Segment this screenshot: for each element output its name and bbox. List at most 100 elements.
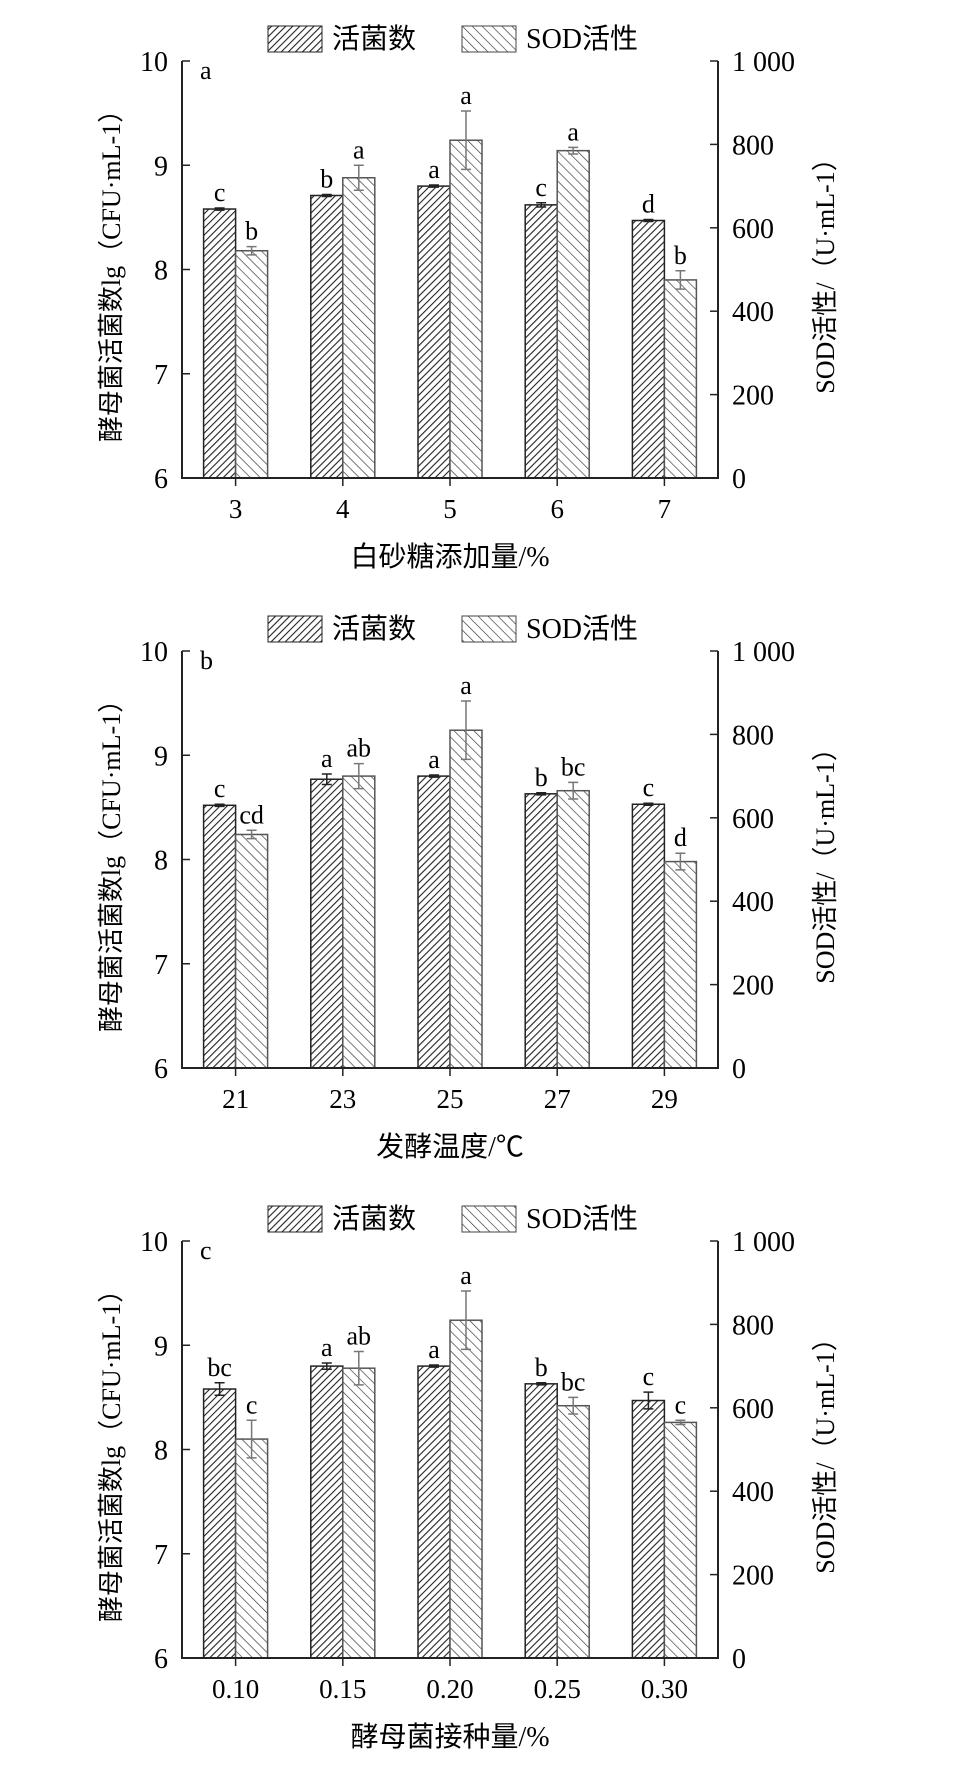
error-bar [429, 1364, 439, 1368]
error-bar [461, 110, 471, 171]
x-tick-label: 27 [544, 1084, 571, 1114]
legend-swatch-series1 [267, 25, 323, 53]
error-bar [214, 207, 225, 211]
y-tick-label: 7 [154, 1540, 168, 1571]
y2-tick-label: 1 000 [732, 637, 795, 668]
x-tick-label: 0.25 [534, 1674, 581, 1704]
x-tick-label: 25 [437, 1084, 464, 1114]
bar-viable-5 [417, 185, 451, 479]
significance-letter: ab [347, 734, 372, 763]
error-bar [536, 1382, 547, 1386]
error-bar [246, 829, 257, 840]
bar-viable-25 [417, 775, 451, 1069]
bar-viable-3 [202, 208, 237, 479]
y2-tick-label: 800 [732, 130, 774, 161]
bar-sod-7 [663, 279, 698, 479]
significance-letter: a [567, 117, 579, 146]
bar-sod-21 [234, 833, 269, 1069]
x-axis-label: 白砂糖添加量/% [350, 541, 549, 573]
significance-letter: c [214, 178, 226, 207]
error-bar [643, 218, 654, 223]
y2-axis-label: SOD活性/（U·mL-1） [811, 1325, 840, 1573]
significance-letter: b [535, 1353, 548, 1382]
error-bar [568, 146, 579, 155]
legend-label-series1: 活菌数 [332, 1203, 416, 1235]
error-bar [643, 802, 654, 807]
legend-label-series2: SOD活性 [526, 613, 638, 645]
y2-tick-label: 1 000 [732, 1227, 795, 1258]
y-tick-label: 8 [154, 256, 168, 287]
significance-letter: a [321, 744, 333, 773]
x-axis-label: 发酵温度/℃ [376, 1131, 524, 1163]
y-tick-label: 10 [140, 1227, 168, 1258]
significance-letter: b [320, 164, 333, 193]
significance-letter: a [428, 155, 440, 184]
error-bar [568, 1396, 579, 1415]
y-tick-label: 8 [154, 846, 168, 877]
significance-letter: a [321, 1333, 333, 1362]
y-tick-label: 9 [154, 1331, 168, 1362]
bar-sod-29 [663, 860, 698, 1069]
significance-letter: d [674, 823, 687, 852]
error-bar [321, 193, 332, 198]
significance-letter: a [460, 1261, 472, 1290]
y2-tick-label: 600 [732, 214, 774, 245]
y2-axis-label: SOD活性/（U·mL-1） [811, 735, 840, 983]
y-tick-label: 10 [140, 637, 168, 668]
error-bar [675, 852, 686, 871]
x-tick-label: 4 [336, 494, 350, 524]
significance-letter: a [460, 81, 472, 110]
legend-swatch-series2 [461, 25, 517, 53]
bar-viable-29 [631, 803, 666, 1069]
legend-label-series1: 活菌数 [332, 23, 416, 55]
bar-viable-0.10 [202, 1388, 237, 1659]
significance-letter: a [353, 135, 365, 164]
x-tick-label: 0.20 [426, 1674, 473, 1704]
x-tick-label: 7 [658, 494, 672, 524]
bar-sod-6 [556, 149, 590, 479]
y-tick-label: 7 [154, 360, 168, 391]
bar-viable-0.25 [524, 1383, 558, 1659]
panel-label: a [200, 56, 212, 85]
x-tick-label: 0.30 [641, 1674, 688, 1704]
significance-letter: bc [207, 1353, 232, 1382]
significance-letter: cd [239, 800, 264, 829]
y2-tick-label: 0 [732, 464, 746, 495]
error-bar [214, 803, 225, 808]
y-axis-label: 酵母菌活菌数lg（CFU·mL-1） [97, 1277, 126, 1622]
x-tick-label: 3 [229, 494, 243, 524]
bar-sod-0.30 [663, 1421, 698, 1659]
bar-sod-4 [342, 177, 376, 479]
bar-viable-0.30 [631, 1399, 666, 1659]
y2-tick-label: 200 [732, 971, 774, 1002]
bar-viable-6 [524, 204, 558, 479]
significance-letter: c [643, 773, 655, 802]
y-tick-label: 6 [154, 1054, 168, 1085]
y2-axis-label: SOD活性/（U·mL-1） [811, 145, 840, 393]
y2-tick-label: 400 [732, 887, 774, 918]
bar-viable-23 [310, 778, 344, 1069]
significance-letter: bc [561, 1367, 586, 1396]
y-tick-label: 7 [154, 950, 168, 981]
y-tick-label: 6 [154, 1644, 168, 1675]
y2-tick-label: 400 [732, 1477, 774, 1508]
bar-sod-0.25 [556, 1404, 590, 1659]
bar-sod-27 [556, 789, 590, 1069]
x-tick-label: 5 [443, 494, 457, 524]
legend-label-series1: 活菌数 [332, 613, 416, 645]
y2-tick-label: 200 [732, 381, 774, 412]
significance-letter: c [643, 1362, 655, 1391]
x-axis-label: 酵母菌接种量/% [350, 1721, 549, 1753]
significance-letter: bc [561, 752, 586, 781]
error-bar [429, 774, 439, 778]
y-axis-label: 酵母菌活菌数lg（CFU·mL-1） [97, 97, 126, 442]
x-tick-label: 6 [550, 494, 564, 524]
significance-letter: d [642, 189, 655, 218]
error-bar [568, 781, 579, 800]
chart-panel-a: 活菌数 SOD活性acb3ba4aa5ca6db76789100200400600… [97, 23, 840, 573]
y2-tick-label: 800 [732, 720, 774, 751]
x-tick-label: 21 [222, 1084, 249, 1114]
legend-swatch-series1 [267, 615, 323, 643]
